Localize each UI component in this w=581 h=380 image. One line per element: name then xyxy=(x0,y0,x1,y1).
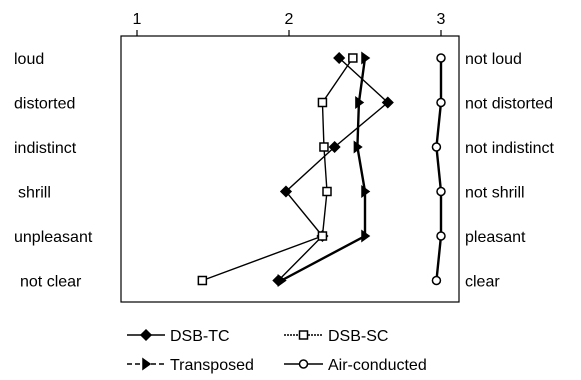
x-tick-label-2: 2 xyxy=(285,11,294,28)
point-air-conducted-1 xyxy=(436,97,446,108)
point-air-conducted-4 xyxy=(436,231,446,241)
right-label-not-indistinct: not indistinct xyxy=(465,140,554,157)
legend-label-dsb-sc: DSB-SC xyxy=(328,328,388,345)
series-markers xyxy=(197,51,446,287)
point-transposed-5 xyxy=(277,274,287,287)
point-air-conducted-5 xyxy=(431,275,442,286)
legend-marker-air-conducted xyxy=(298,359,309,369)
series-lines xyxy=(202,57,443,282)
left-label-unpleasant: unpleasant xyxy=(14,229,93,246)
x-axis-top: 1 2 3 xyxy=(133,11,446,36)
point-dsb-tc-1 xyxy=(381,96,394,109)
point-transposed-2 xyxy=(353,140,363,154)
series-line-transposed xyxy=(280,57,367,282)
point-transposed-3 xyxy=(361,185,371,198)
point-transposed-0 xyxy=(361,51,371,65)
series-line-dsb-sc xyxy=(202,57,354,282)
right-label-pleasant: pleasant xyxy=(465,229,526,246)
legend-marker-dsb-sc xyxy=(298,330,309,340)
point-transposed-1 xyxy=(355,96,365,109)
point-air-conducted-0 xyxy=(436,53,446,63)
point-dsb-sc-1 xyxy=(317,97,328,108)
legend-label-transposed: Transposed xyxy=(170,357,254,374)
legend-marker-dsb-tc xyxy=(139,328,153,342)
left-label-indistinct: indistinct xyxy=(14,140,77,157)
point-dsb-tc-0 xyxy=(333,51,346,65)
legend-label-dsb-tc: DSB-TC xyxy=(170,328,230,345)
legend: DSB-TC DSB-SC Transposed Air-conducted xyxy=(127,328,427,374)
left-adjective-labels: loud distorted indistinct shrill unpleasant n… xyxy=(14,51,93,291)
point-dsb-sc-0 xyxy=(348,53,358,63)
point-dsb-sc-4 xyxy=(317,231,328,241)
plot-frame xyxy=(120,35,460,303)
series-line-dsb-tc xyxy=(277,57,389,281)
x-tick-label-1: 1 xyxy=(133,11,142,28)
left-label-not-clear: not clear xyxy=(20,274,82,291)
right-label-not-loud: not loud xyxy=(465,51,522,68)
point-dsb-tc-2 xyxy=(328,140,341,154)
point-air-conducted-2 xyxy=(431,142,442,152)
point-dsb-tc-3 xyxy=(279,185,293,198)
right-label-clear: clear xyxy=(465,274,500,291)
right-label-not-shrill: not shrill xyxy=(465,185,525,202)
point-air-conducted-3 xyxy=(436,186,446,197)
point-dsb-sc-5 xyxy=(197,275,208,286)
point-transposed-4 xyxy=(361,229,371,243)
legend-label-air-conducted: Air-conducted xyxy=(328,357,427,374)
right-adjective-labels: not loud not distorted not indistinct not s… xyxy=(465,51,554,291)
left-label-distorted: distorted xyxy=(14,96,75,113)
series-line-air-conducted xyxy=(435,58,443,281)
left-label-shrill: shrill xyxy=(18,185,51,202)
right-label-not-distorted: not distorted xyxy=(465,96,553,113)
point-dsb-sc-3 xyxy=(322,186,332,197)
left-label-loud: loud xyxy=(14,51,44,68)
x-tick-label-3: 3 xyxy=(437,11,446,28)
legend-marker-transposed xyxy=(142,357,152,371)
point-dsb-sc-2 xyxy=(319,142,329,152)
